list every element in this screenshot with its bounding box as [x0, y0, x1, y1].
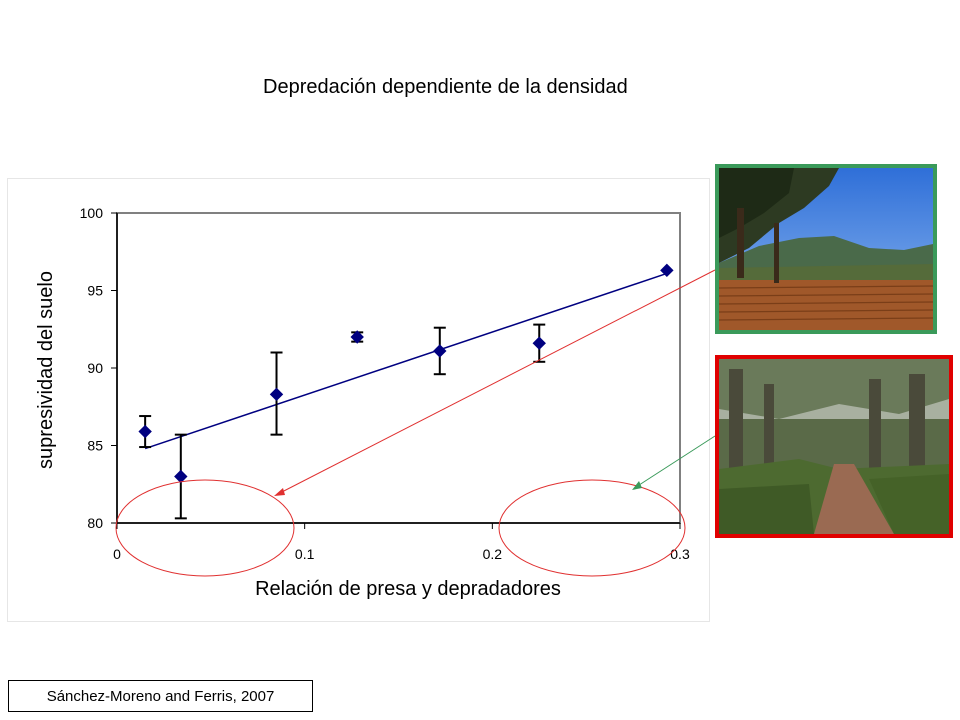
slide-title: Depredación dependiente de la densidad — [263, 76, 628, 98]
plot-area — [116, 212, 681, 524]
x-tick-label-1: 0.1 — [295, 546, 315, 562]
red-arrowhead — [274, 488, 285, 496]
y-tick-label-0: 80 — [87, 515, 103, 531]
x-tick-label-2: 0.2 — [483, 546, 503, 562]
y-axis: 80 85 90 95 100 — [80, 205, 118, 531]
x-tick-label-3: 0.3 — [670, 546, 690, 562]
y-axis-label: supresividad del suelo — [35, 271, 57, 469]
x-tick-label-0: 0 — [113, 546, 121, 562]
forest-trail-photo — [715, 355, 953, 538]
data-points-group — [138, 263, 674, 484]
low-ratio-ellipse — [115, 479, 295, 577]
x-axis: 0 0.1 0.2 0.3 — [113, 522, 690, 562]
data-point-6 — [660, 263, 674, 278]
x-axis-label: Relación de presa y depradadores — [255, 578, 561, 600]
vineyard-photo — [715, 164, 937, 334]
data-point-2 — [269, 387, 284, 402]
y-tick-label-3: 95 — [87, 283, 103, 299]
y-tick-label-2: 90 — [87, 360, 103, 376]
green-arrowhead — [632, 481, 642, 490]
data-point-4 — [433, 344, 447, 358]
data-point-0 — [138, 424, 152, 439]
data-point-5 — [532, 336, 546, 350]
trendline-group — [144, 272, 668, 450]
trendline — [144, 272, 668, 450]
green-arrow-line — [635, 435, 716, 488]
red-arrow-line — [277, 269, 716, 495]
y-tick-label-1: 85 — [87, 438, 103, 454]
data-point-3 — [350, 330, 364, 344]
citation-box: Sánchez-Moreno and Ferris, 2007 — [8, 680, 313, 712]
high-ratio-ellipse — [498, 479, 686, 577]
data-point-1 — [174, 469, 188, 484]
y-tick-label-4: 100 — [80, 205, 104, 221]
